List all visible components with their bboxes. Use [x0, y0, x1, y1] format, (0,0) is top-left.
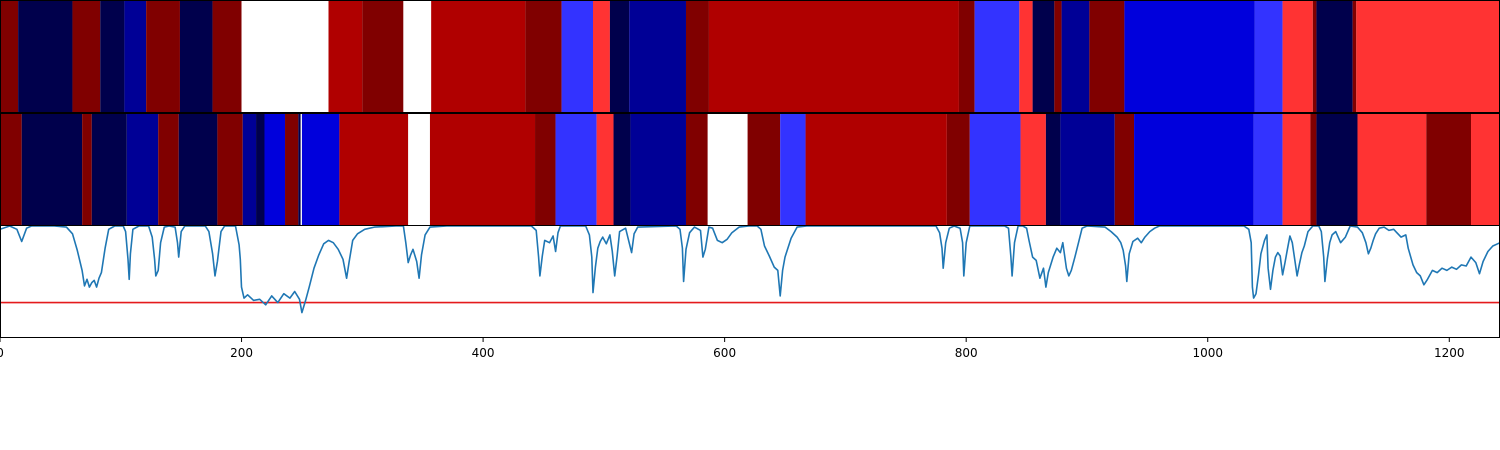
track1-segment-H: [362, 1, 404, 112]
track1-segment-A: [1316, 1, 1353, 112]
track2-segment-H: [1426, 114, 1472, 225]
segmentation-track-1: [0, 0, 1500, 113]
track2-segment-G: [805, 114, 947, 225]
track1-segment-A: [179, 1, 213, 112]
track2-segment-B: [242, 114, 257, 225]
track2-segment-H: [535, 114, 556, 225]
track2-segment-G: [429, 114, 536, 225]
x-tick-label: 200: [230, 346, 253, 360]
track2-segment-H: [747, 114, 781, 225]
track1-segment-F: [1019, 1, 1033, 112]
track1-segment-H: [212, 1, 242, 112]
track1-segment-A: [18, 1, 73, 112]
x-tick-label: 600: [713, 346, 736, 360]
track1-segment-G: [328, 1, 363, 112]
x-tick-label: 800: [955, 346, 978, 360]
track1-segment-B: [1061, 1, 1090, 112]
track2-segment-H: [1310, 114, 1317, 225]
track1-segment-H: [0, 1, 19, 112]
track1-segment-H: [958, 1, 975, 112]
x-tick-label: 0: [0, 346, 4, 360]
track2-segment-E: [408, 114, 430, 225]
x-axis: 0 200 400 600 800 1000 1200: [0, 337, 1465, 360]
track1-segment-B: [629, 1, 686, 112]
track2-segment-A: [1045, 114, 1061, 225]
track1-segment-D: [561, 1, 593, 112]
track1-segment-H: [72, 1, 101, 112]
track2-segment-C: [264, 114, 286, 225]
track1-segment-A: [1032, 1, 1055, 112]
track2-segment-D: [969, 114, 1021, 225]
track1-segment-H: [1312, 1, 1317, 112]
x-tick-label: 400: [472, 346, 495, 360]
track2-segment-D: [1253, 114, 1283, 225]
track1-segment-A: [100, 1, 125, 112]
track1-segment-F: [592, 1, 610, 112]
track2-segment-F: [1020, 114, 1046, 225]
track1-segment-H: [1054, 1, 1062, 112]
track1-segment-B: [124, 1, 147, 112]
track1-segment-D: [1254, 1, 1283, 112]
track2-segment-H: [0, 114, 22, 225]
track2-segment-B: [126, 114, 159, 225]
signal-line-plot: [0, 225, 1500, 338]
track2-segment-A: [298, 114, 301, 225]
track2-segment-F: [1357, 114, 1427, 225]
track2-segment-H: [1114, 114, 1135, 225]
track2-segment-C: [301, 114, 340, 225]
track1-segment-G: [431, 1, 526, 112]
track1-segment-E: [241, 1, 329, 112]
track2-segment-A: [1316, 114, 1358, 225]
track2-segment-F: [596, 114, 614, 225]
track2-segment-E: [300, 114, 302, 225]
track1-segment-G: [708, 1, 959, 112]
x-tick-label: 1200: [1434, 346, 1465, 360]
track1-segment-E: [403, 1, 432, 112]
track2-segment-D: [780, 114, 806, 225]
track2-segment-F: [1471, 114, 1500, 225]
track1-segment-H: [1089, 1, 1125, 112]
track1-segment-H: [685, 1, 709, 112]
plot-background: [0, 226, 1500, 337]
track2-segment-C: [1134, 114, 1254, 225]
track1-segment-C: [1124, 1, 1255, 112]
track2-segment-D: [555, 114, 597, 225]
track2-segment-H: [946, 114, 970, 225]
track1-segment-H: [1352, 1, 1357, 112]
track2-segment-H: [158, 114, 179, 225]
track2-segment-B: [630, 114, 686, 225]
track1-segment-H: [525, 1, 562, 112]
track1-segment-F: [1356, 1, 1500, 112]
track2-segment-H: [685, 114, 708, 225]
track2-segment-H: [285, 114, 299, 225]
track2-segment-H: [217, 114, 243, 225]
track1-segment-D: [974, 1, 1020, 112]
track2-segment-E: [707, 114, 748, 225]
track1-segment-F: [1282, 1, 1313, 112]
track2-segment-A: [613, 114, 631, 225]
track1-segment-A: [609, 1, 630, 112]
track2-segment-B: [1060, 114, 1115, 225]
track2-segment-A: [91, 114, 127, 225]
x-tick-label: 1000: [1192, 346, 1223, 360]
track2-segment-G: [339, 114, 409, 225]
track2-segment-A: [21, 114, 83, 225]
track1-segment-H: [146, 1, 180, 112]
track2-segment-H: [82, 114, 92, 225]
track2-segment-F: [1282, 114, 1311, 225]
segmentation-track-2: [0, 113, 1500, 226]
track2-segment-A: [178, 114, 218, 225]
track2-segment-A: [256, 114, 265, 225]
